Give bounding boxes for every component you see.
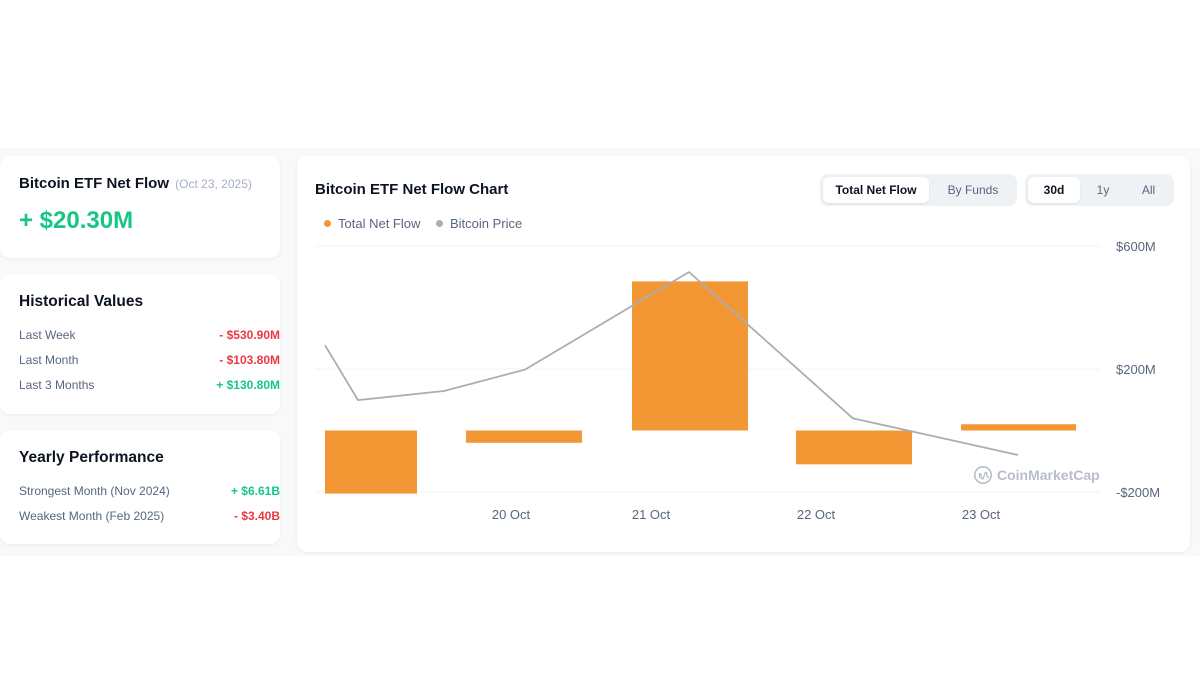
x-tick-label: 23 Oct: [962, 507, 1001, 522]
flow-bar: [632, 281, 748, 431]
net-flow-title-text: Bitcoin ETF Net Flow: [19, 175, 169, 192]
legend-label: Total Net Flow: [338, 216, 421, 231]
chart-title: Bitcoin ETF Net Flow Chart: [315, 181, 509, 198]
flow-bar: [961, 424, 1076, 431]
flow-bar: [466, 430, 582, 443]
y-tick-label: -$200M: [1116, 485, 1160, 500]
tab-total-net-flow[interactable]: Total Net Flow: [823, 177, 929, 203]
legend-item-bitcoin-price[interactable]: Bitcoin Price: [436, 216, 522, 231]
net-flow-date: (Oct 23, 2025): [175, 177, 252, 191]
yearly-performance-title: Yearly Performance: [19, 449, 164, 466]
historical-row-value: - $530.90M: [219, 328, 280, 342]
y-tick-label: $200M: [1116, 362, 1156, 377]
x-tick-label: 21 Oct: [632, 507, 671, 522]
legend-label: Bitcoin Price: [450, 216, 523, 231]
historical-row-label: Last 3 Months: [19, 378, 95, 392]
net-flow-card: [0, 156, 280, 258]
range-all-button[interactable]: All: [1141, 183, 1156, 197]
legend-dot-orange: [324, 220, 331, 228]
range-1y-button[interactable]: 1y: [1096, 183, 1110, 197]
range-toggle: 30d 1y All: [1025, 174, 1174, 206]
yearly-performance-card: [0, 430, 280, 544]
view-toggle: Total Net Flow By Funds: [820, 174, 1017, 206]
net-flow-value: + $20.30M: [19, 207, 134, 234]
historical-row-label: Last Week: [19, 328, 76, 342]
y-tick-label: $600M: [1116, 239, 1156, 254]
historical-row-value: - $103.80M: [219, 353, 280, 367]
coinmarketcap-logo-icon: [974, 466, 992, 484]
yearly-row-value: + $6.61B: [230, 484, 280, 498]
x-tick-label: 22 Oct: [797, 507, 836, 522]
range-30d-button[interactable]: 30d: [1028, 177, 1080, 203]
x-tick-label: 20 Oct: [492, 507, 531, 522]
yearly-row-label: Strongest Month (Nov 2024): [19, 484, 170, 498]
watermark: CoinMarketCap: [973, 465, 1100, 485]
yearly-row-label: Weakest Month (Feb 2025): [19, 509, 165, 523]
historical-row-label: Last Month: [19, 353, 79, 367]
yearly-row-value: - $3.40B: [233, 509, 280, 523]
net-flow-title: Bitcoin ETF Net Flow (Oct 23, 2025): [19, 175, 252, 192]
watermark-text: CoinMarketCap: [997, 467, 1100, 483]
historical-row-value: + $130.80M: [216, 378, 280, 392]
flow-bar: [796, 430, 912, 465]
legend-dot-gray: [436, 220, 443, 228]
tab-by-funds[interactable]: By Funds: [947, 183, 999, 197]
historical-values-title: Historical Values: [19, 293, 144, 310]
flow-bar: [325, 430, 417, 494]
bitcoin-price-line: [324, 271, 1019, 456]
historical-values-card: [0, 274, 280, 414]
legend-item-net-flow[interactable]: Total Net Flow: [324, 216, 420, 231]
